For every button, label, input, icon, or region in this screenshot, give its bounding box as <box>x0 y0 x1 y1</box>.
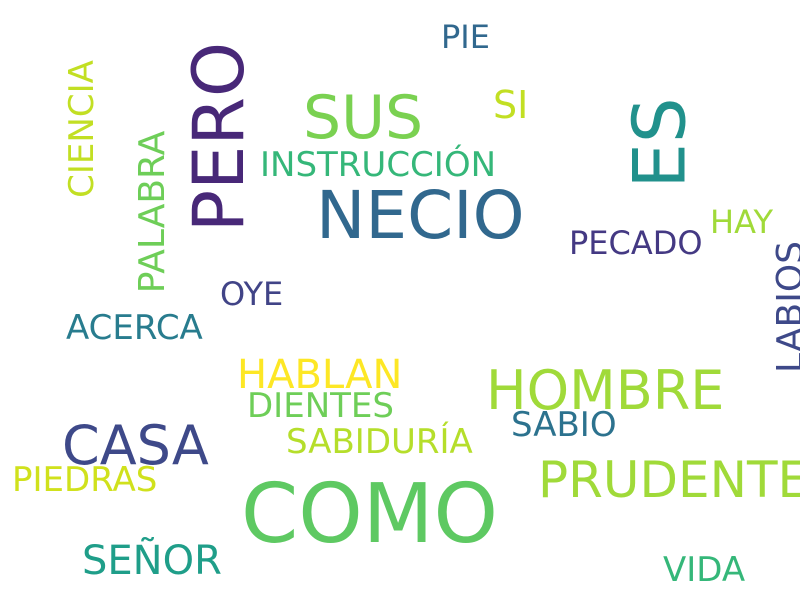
word-hay: HAY <box>710 203 774 241</box>
word-labios: LABIOS <box>770 240 800 374</box>
word-sabio: SABIO <box>511 405 617 445</box>
word-instruccion: INSTRUCCIÓN <box>260 145 497 185</box>
word-sus: SUS <box>303 83 424 153</box>
word-pie: PIE <box>441 18 490 56</box>
word-pero: PERO <box>178 41 261 233</box>
word-es: ES <box>617 97 702 189</box>
word-hombre: HOMBRE <box>486 359 725 422</box>
word-palabra: PALABRA <box>132 130 174 294</box>
word-casa: CASA <box>62 414 209 477</box>
word-senor: SEÑOR <box>82 538 222 584</box>
word-dientes: DIENTES <box>247 386 394 426</box>
word-oye: OYE <box>220 275 284 313</box>
word-acerca: ACERCA <box>66 308 203 348</box>
word-como: COMO <box>241 467 499 562</box>
word-ciencia: CIENCIA <box>61 60 102 198</box>
word-vida: VIDA <box>663 550 746 590</box>
word-necio: NECIO <box>316 177 525 254</box>
word-prudente: PRUDENTE <box>538 451 800 509</box>
word-piedras: PIEDRAS <box>12 460 158 500</box>
word-si: SI <box>493 83 529 127</box>
word-pecado: PECADO <box>569 224 703 262</box>
word-hablan: HABLAN <box>237 352 403 398</box>
word-sabiduria: SABIDURÍA <box>286 422 473 462</box>
